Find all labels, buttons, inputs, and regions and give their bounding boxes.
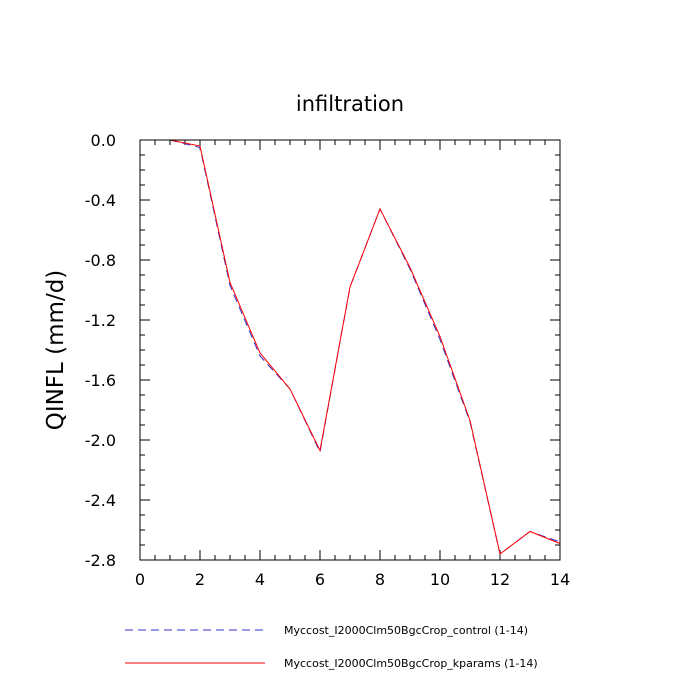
x-tick-label: 4 — [255, 570, 265, 589]
legend-label-2: Myccost_I2000Clm50BgcCrop_kparams (1-14) — [284, 657, 538, 670]
legend: Myccost_I2000Clm50BgcCrop_control (1-14)… — [125, 624, 538, 670]
y-tick-label: 0.0 — [91, 131, 116, 150]
y-tick-label: -0.4 — [85, 191, 116, 210]
y-tick-label: -1.2 — [85, 311, 116, 330]
y-tick-label: -1.6 — [85, 371, 116, 390]
x-tick-label: 0 — [135, 570, 145, 589]
y-tick-label: -2.0 — [85, 431, 116, 450]
y-tick-label: -2.8 — [85, 551, 116, 570]
chart-title: infiltration — [296, 92, 404, 116]
y-tick-label: -2.4 — [85, 491, 116, 510]
x-tick-label: 2 — [195, 570, 205, 589]
x-tick-label: 6 — [315, 570, 325, 589]
series-line-2 — [169, 139, 561, 555]
y-axis-label: QINFL (mm/d) — [43, 270, 69, 431]
legend-label-1: Myccost_I2000Clm50BgcCrop_control (1-14) — [284, 624, 528, 637]
plot-frame — [139, 139, 561, 561]
x-tick-label: 8 — [375, 570, 385, 589]
x-tick-label: 14 — [550, 570, 570, 589]
ticks-layer: 0 2 4 6 8 10 12 14 0.0 -0.4 -0.8 -1.2 -1.6 -2.0 -2.4 -2… — [85, 131, 570, 589]
x-tick-label: 10 — [430, 570, 450, 589]
series-layer — [169, 139, 561, 555]
series-line-1 — [169, 139, 561, 555]
y-tick-label: -0.8 — [85, 251, 116, 270]
x-tick-label: 12 — [490, 570, 510, 589]
